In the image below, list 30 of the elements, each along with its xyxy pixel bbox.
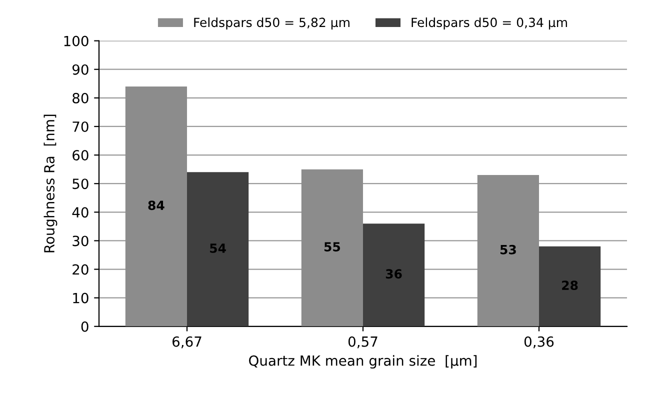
y-tick-label: 90 xyxy=(72,64,88,75)
data-label: 55 xyxy=(324,242,340,252)
x-tick-label: 0,57 xyxy=(348,336,378,348)
y-axis-title: Roughness Ra [nm] xyxy=(44,114,58,252)
y-tick-label: 0 xyxy=(81,321,88,332)
y-tick-label: 40 xyxy=(72,207,88,218)
data-label: 36 xyxy=(386,269,402,279)
bar xyxy=(125,86,187,326)
legend-label: Feldspars d50 = 5,82 µm xyxy=(194,17,350,30)
y-tick-label: 10 xyxy=(73,292,88,304)
y-tick-label: 50 xyxy=(72,178,88,190)
bar xyxy=(477,175,539,326)
y-tick-label: 60 xyxy=(72,150,88,161)
bar xyxy=(539,246,601,326)
bar xyxy=(301,169,363,326)
y-tick-label: 20 xyxy=(72,264,88,275)
x-tick-label: 0,36 xyxy=(524,336,554,348)
data-label: 28 xyxy=(562,280,578,290)
x-tick-label: 6,67 xyxy=(172,336,202,348)
y-tick-label: 30 xyxy=(72,236,88,246)
y-tick-label: 100 xyxy=(64,36,88,46)
data-label: 54 xyxy=(210,244,226,253)
data-label: 84 xyxy=(148,200,164,210)
data-label: 53 xyxy=(500,244,516,254)
y-tick-label: 70 xyxy=(72,121,88,132)
bar xyxy=(363,224,425,326)
x-axis-title: Quartz MK mean grain size [µm] xyxy=(249,355,477,369)
legend-label: Feldspars d50 = 0,34 µm xyxy=(412,17,567,30)
bar xyxy=(187,172,249,326)
y-tick-label: 80 xyxy=(72,92,88,104)
